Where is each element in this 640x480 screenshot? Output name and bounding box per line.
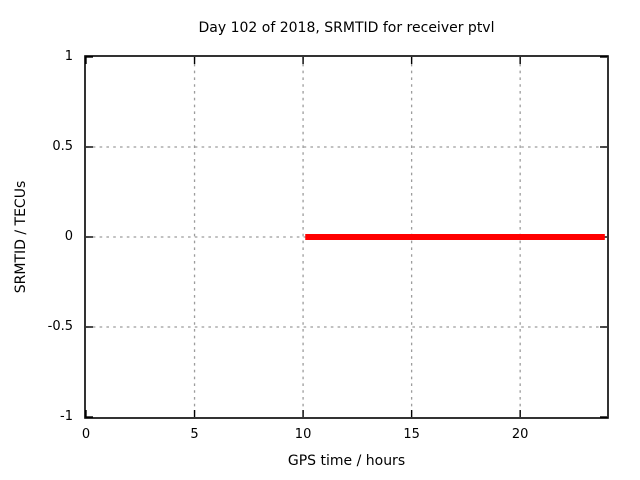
plot-svg <box>84 55 609 419</box>
y-tick-label-1: 1 <box>64 49 73 64</box>
chart-title: Day 102 of 2018, SRMTID for receiver ptv… <box>198 20 495 36</box>
y-tick-labels: 1 0.5 0 -0.5 -1 <box>0 0 73 480</box>
x-tick-labels: 0 5 10 15 20 <box>81 427 609 447</box>
y-tick-label-0: 0 <box>64 229 73 244</box>
y-tick-label-0.5: 0.5 <box>52 139 73 154</box>
x-tick-label-5: 5 <box>190 427 199 442</box>
x-tick-label-0: 0 <box>81 427 91 442</box>
x-tick-label-20: 20 <box>511 427 529 442</box>
plot-area <box>84 55 609 419</box>
y-tick-label--0.5: -0.5 <box>47 319 73 334</box>
x-axis-label: GPS time / hours <box>287 453 406 469</box>
x-tick-label-15: 15 <box>403 427 420 442</box>
plot-border <box>84 55 609 419</box>
y-tick-label--1: -1 <box>60 409 73 424</box>
x-tick-label-10: 10 <box>294 427 312 442</box>
